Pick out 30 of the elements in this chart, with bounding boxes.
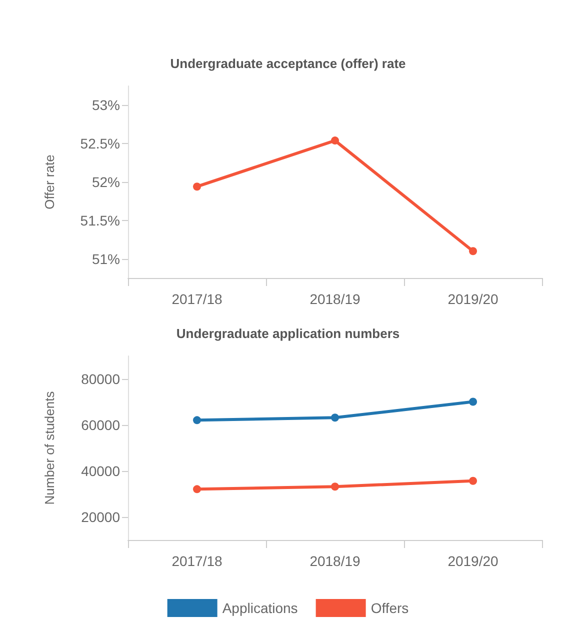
point [331, 136, 339, 145]
y-tick-label: 52% [92, 174, 120, 190]
legend-label: Applications [222, 600, 298, 616]
point [469, 247, 477, 256]
y-tick-label: 53% [92, 97, 120, 114]
y-axis-title: Number of students [42, 390, 57, 505]
y-axis-title: Offer rate [42, 154, 57, 210]
y-tick-label: 52.5% [80, 136, 120, 152]
y-tick-label: 20000 [81, 509, 120, 525]
y-tick-label: 51% [92, 250, 120, 267]
point [193, 416, 201, 424]
point [469, 398, 477, 406]
y-tick-label: 51.5% [80, 212, 120, 228]
point [193, 485, 201, 494]
x-tick-label: 2017/18 [172, 553, 223, 569]
y-tick-label: 60000 [81, 417, 120, 433]
point [331, 414, 339, 422]
y-tick-label: 40000 [81, 463, 120, 479]
point [331, 482, 339, 491]
x-tick-label: 2017/18 [172, 291, 223, 307]
chart-title: Undergraduate acceptance (offer) rate [170, 56, 406, 71]
point [469, 476, 477, 485]
chart-title: Undergraduate application numbers [176, 326, 400, 341]
x-tick-label: 2019/20 [448, 291, 499, 307]
x-tick-label: 2019/20 [448, 553, 499, 569]
point [193, 182, 201, 191]
y-tick-label: 80000 [81, 371, 120, 387]
legend-label: Offers [370, 600, 409, 616]
x-tick-label: 2018/19 [310, 291, 361, 307]
x-tick-label: 2018/19 [310, 553, 361, 569]
